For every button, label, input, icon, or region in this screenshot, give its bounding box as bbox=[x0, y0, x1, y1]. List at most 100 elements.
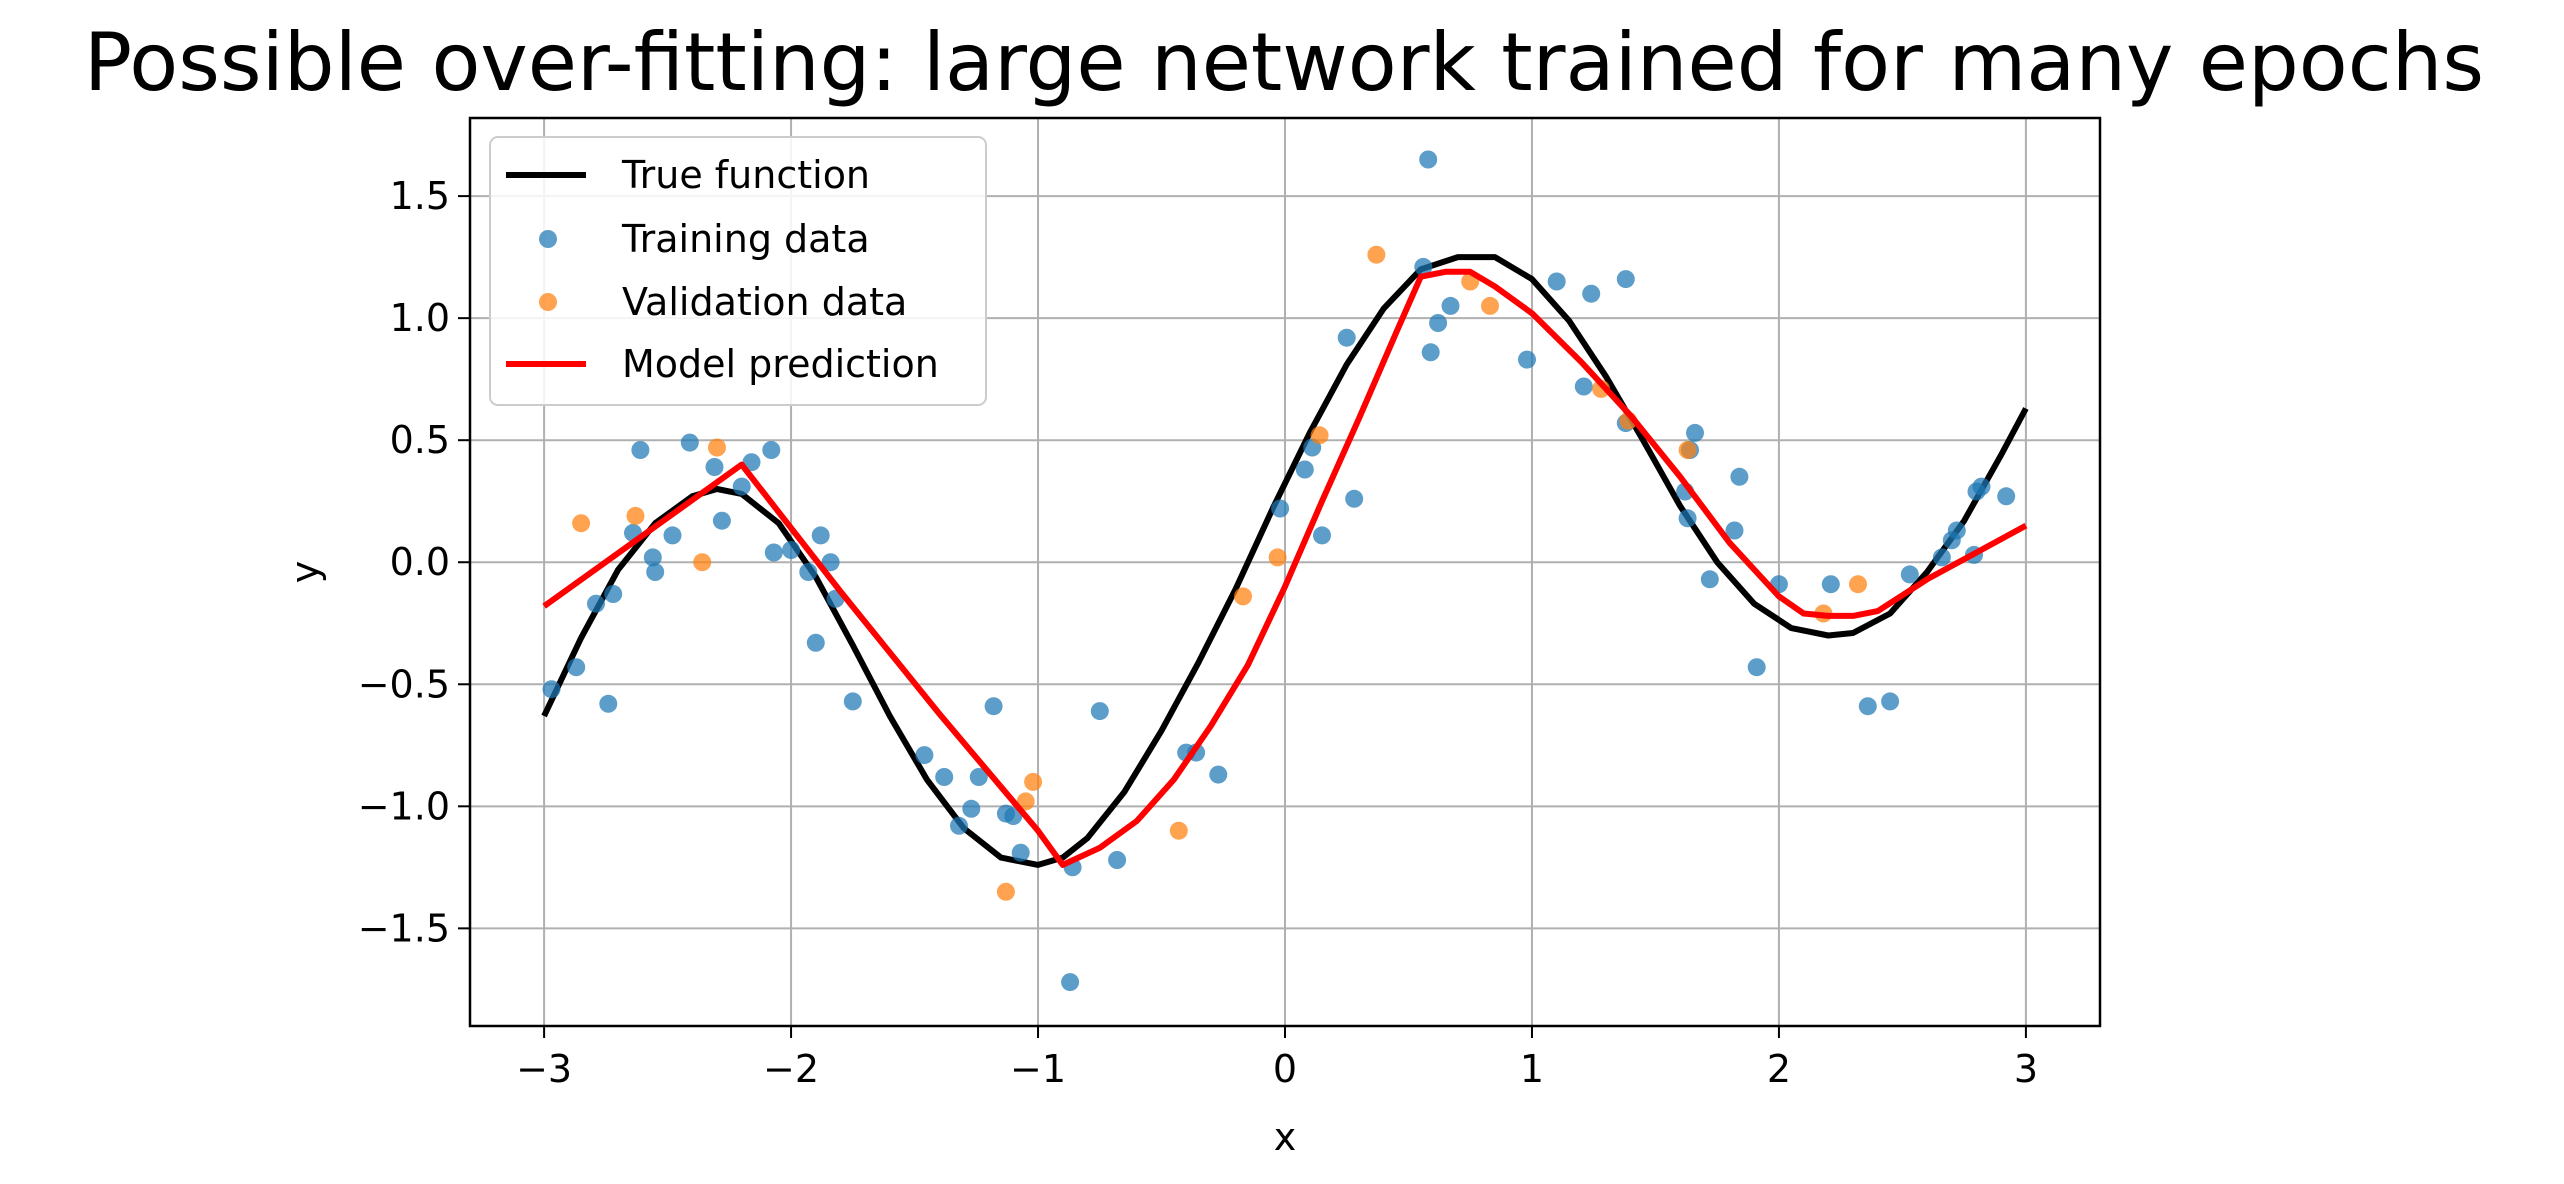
validation-data-point bbox=[1024, 772, 1043, 791]
training-data-point bbox=[599, 694, 618, 713]
training-data-point bbox=[984, 697, 1003, 716]
training-data-point bbox=[821, 553, 840, 572]
training-data-point bbox=[806, 633, 825, 652]
training-data-point bbox=[1947, 521, 1966, 540]
training-data-point bbox=[542, 680, 561, 699]
x-tick-label: 3 bbox=[2014, 1047, 2038, 1091]
y-tick-label: 0.5 bbox=[390, 418, 450, 462]
legend-training-data-swatch bbox=[539, 230, 557, 248]
training-data-point bbox=[732, 477, 751, 496]
x-tick-label: −2 bbox=[763, 1047, 819, 1091]
training-data-point bbox=[1209, 765, 1228, 784]
legend-box bbox=[489, 136, 987, 406]
chart-title: Possible over-fitting: large network tra… bbox=[84, 16, 2484, 109]
validation-data-point bbox=[996, 882, 1015, 901]
training-data-point bbox=[950, 816, 968, 835]
training-data-point bbox=[1295, 460, 1314, 479]
y-tick-label: −1.0 bbox=[358, 784, 450, 828]
training-data-point bbox=[1108, 851, 1127, 869]
training-data-point bbox=[1547, 272, 1566, 291]
x-tick-label: 2 bbox=[1767, 1047, 1791, 1091]
training-data-point bbox=[1271, 499, 1290, 518]
training-data-point bbox=[1313, 526, 1331, 545]
training-data-point bbox=[811, 526, 830, 545]
legend-true-function-label: True function bbox=[621, 153, 870, 197]
validation-data-point bbox=[1849, 575, 1867, 594]
training-data-point bbox=[1747, 658, 1766, 677]
training-data-point bbox=[1421, 343, 1440, 362]
legend-validation-data-swatch bbox=[539, 293, 557, 311]
training-data-point bbox=[1414, 257, 1433, 276]
y-tick-label: 0.0 bbox=[390, 540, 450, 584]
training-data-point bbox=[1997, 487, 2016, 506]
training-data-point bbox=[762, 441, 781, 459]
training-data-point bbox=[1345, 489, 1364, 508]
validation-data-point bbox=[572, 514, 591, 533]
plot-area bbox=[541, 150, 2029, 992]
y-tick-label: −0.5 bbox=[358, 662, 450, 706]
model-prediction-line bbox=[542, 268, 2028, 868]
training-data-point bbox=[1700, 570, 1719, 589]
legend-validation-data-label: Validation data bbox=[622, 280, 907, 324]
training-data-point bbox=[587, 594, 605, 613]
training-data-point bbox=[643, 548, 662, 567]
training-data-point bbox=[1011, 843, 1030, 862]
training-data-point bbox=[646, 563, 665, 581]
training-data-point bbox=[604, 585, 623, 603]
validation-data-point bbox=[693, 553, 712, 572]
y-tick-label: 1.5 bbox=[390, 174, 450, 218]
legend: True function Training data Validation dat… bbox=[489, 136, 987, 406]
ticks: −3 −2 −1 0 1 2 3 −1.5 −1.0 −0.5 0.0 0.5 1.0 1.5 bbox=[358, 174, 2038, 1091]
training-data-point bbox=[1881, 692, 1900, 711]
training-data-point bbox=[764, 543, 783, 562]
training-data-point bbox=[1858, 697, 1877, 716]
training-data-point bbox=[969, 768, 988, 786]
training-data-point bbox=[1061, 973, 1080, 992]
validation-data-point bbox=[1678, 441, 1697, 459]
training-data-point bbox=[962, 799, 981, 818]
training-data-point bbox=[631, 441, 650, 459]
training-data-point bbox=[915, 746, 934, 765]
training-data-point bbox=[843, 692, 862, 711]
training-data-point bbox=[1419, 150, 1438, 169]
validation-data-point bbox=[1169, 821, 1188, 840]
x-tick-label: 0 bbox=[1273, 1047, 1297, 1091]
training-data-point bbox=[705, 458, 724, 476]
validation-data-point bbox=[1310, 426, 1329, 445]
training-data-point bbox=[1725, 521, 1744, 540]
x-tick-label: −3 bbox=[516, 1047, 572, 1091]
validation-data-point bbox=[1016, 792, 1035, 811]
training-data-point bbox=[1616, 270, 1635, 289]
training-data-point bbox=[1429, 314, 1448, 332]
training-data-point bbox=[1004, 807, 1023, 826]
y-tick-label: −1.5 bbox=[358, 906, 450, 950]
training-data-point bbox=[1441, 296, 1460, 315]
training-data-point bbox=[712, 511, 731, 530]
training-data-point bbox=[1821, 575, 1840, 594]
training-data-point bbox=[1932, 548, 1951, 567]
training-data-point bbox=[799, 563, 818, 581]
training-data-point bbox=[935, 768, 954, 786]
training-data-point bbox=[1678, 509, 1697, 528]
training-data-point bbox=[1582, 284, 1601, 303]
training-data-point bbox=[1337, 328, 1356, 347]
y-axis-label: y bbox=[283, 561, 327, 584]
validation-data-point bbox=[1367, 245, 1386, 264]
training-data-point bbox=[1972, 477, 1991, 496]
training-data-point bbox=[1518, 350, 1536, 369]
training-data-point bbox=[567, 658, 586, 677]
validation-data-point bbox=[1268, 548, 1287, 567]
training-data-point bbox=[1574, 377, 1593, 396]
legend-model-prediction-label: Model prediction bbox=[622, 342, 939, 386]
y-tick-label: 1.0 bbox=[390, 296, 450, 340]
legend-training-data-label: Training data bbox=[621, 217, 870, 261]
training-data-point bbox=[782, 541, 801, 559]
x-axis-label: x bbox=[1274, 1115, 1297, 1159]
x-tick-label: 1 bbox=[1520, 1047, 1544, 1091]
validation-data-point bbox=[1234, 587, 1252, 606]
validation-data-point bbox=[626, 506, 645, 525]
x-tick-label: −1 bbox=[1010, 1047, 1066, 1091]
training-data-point bbox=[680, 433, 699, 452]
training-data-point bbox=[1090, 702, 1109, 721]
